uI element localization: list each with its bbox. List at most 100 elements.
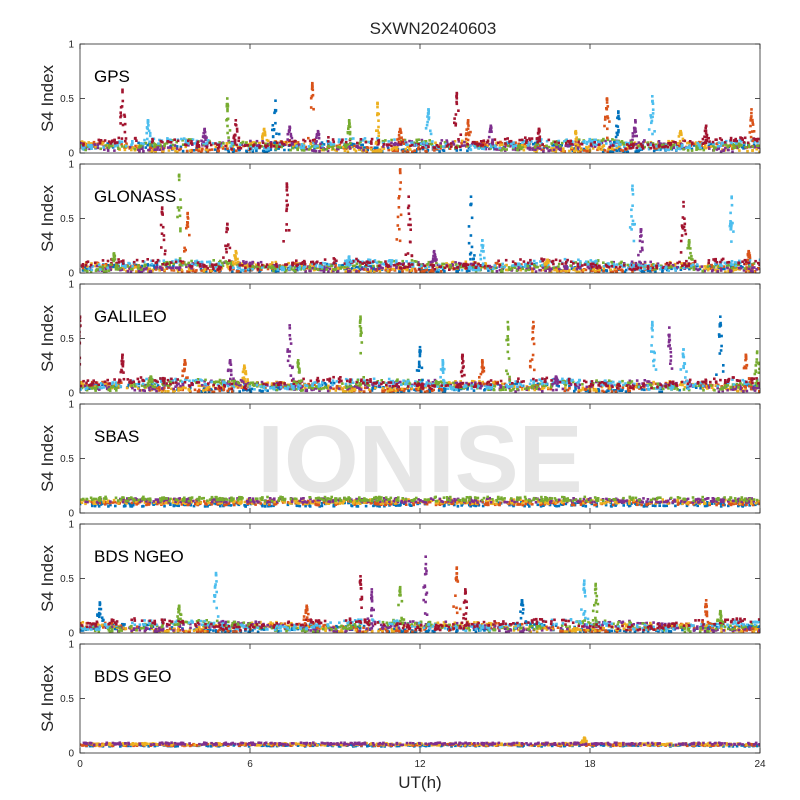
data-point [81,269,85,272]
data-point [217,143,221,147]
spike-point [466,138,470,142]
data-point [428,390,432,393]
data-point [285,140,288,144]
data-point [272,266,275,269]
spike-point [408,217,412,221]
data-point [442,262,446,266]
data-point [218,267,222,270]
data-point [576,146,580,150]
data-point [670,267,673,271]
data-point [209,143,213,147]
data-point [734,263,738,266]
data-point [627,389,630,393]
spike-peak [311,81,314,85]
data-point [170,146,174,150]
data-point [620,264,623,267]
data-point [432,388,435,392]
y-tick-label: 1 [68,40,74,51]
data-point [436,263,440,267]
data-point [472,268,475,272]
spike-point [160,246,163,249]
data-point [402,389,406,393]
data-point [228,387,231,391]
data-point [501,143,504,147]
data-point [585,145,588,149]
data-point [617,267,620,271]
spike-point [377,134,380,138]
spike-point [614,135,618,139]
data-point [733,268,736,272]
data-point [532,259,536,263]
data-point [241,140,245,144]
spike-point [399,213,403,217]
data-point [236,265,240,269]
data-point [378,269,382,273]
data-point [146,258,149,261]
data-point [649,146,652,150]
spike-peak [262,127,266,131]
data-point [411,150,414,153]
data-point [248,264,252,268]
data-point [487,269,490,272]
data-point [476,144,479,147]
data-point [120,268,124,271]
data-point [489,265,493,269]
data-point [453,267,456,270]
spike-point [160,210,164,214]
spike-peak [631,184,634,188]
data-point [428,142,432,146]
data-point [710,269,714,273]
spike-point [227,243,230,246]
data-point [368,261,372,264]
data-point [519,147,523,151]
data-point [489,145,493,149]
data-point [532,267,536,270]
data-point [329,381,333,385]
data-point [538,139,542,143]
spike-point [186,221,189,224]
data-point [101,265,105,269]
data-point [438,386,441,390]
data-point [752,385,755,388]
spike-point [473,254,476,257]
data-point [111,146,115,149]
data-point [472,263,475,267]
data-point [706,268,710,272]
data-point [105,269,108,273]
data-point [599,266,602,269]
data-point [366,261,370,264]
data-point [120,140,124,143]
data-point [606,262,609,266]
spike-point [634,130,638,133]
data-point [579,150,582,153]
data-point [522,139,526,143]
data-point [261,149,265,153]
spike-point [454,122,458,126]
data-point [602,267,606,270]
spike-point [402,142,406,145]
data-point [574,146,578,150]
data-point [605,269,609,273]
spike-point [228,129,232,132]
data-point [507,144,510,148]
data-point [82,142,85,145]
data-point [334,389,338,392]
data-point [251,268,254,271]
data-point [356,259,360,263]
data-point [296,148,299,152]
data-point [463,144,466,147]
spike-point [202,131,205,135]
data-point [168,260,171,264]
spike-peak [121,88,124,92]
data-point [583,149,586,152]
data-point [528,386,532,389]
spike-point [424,127,428,130]
data-point [693,259,697,263]
data-point [83,268,87,272]
data-point [180,137,183,141]
data-point [187,261,191,265]
data-point [110,261,113,265]
data-point [361,260,364,264]
data-point [696,268,700,272]
data-point [300,143,304,146]
